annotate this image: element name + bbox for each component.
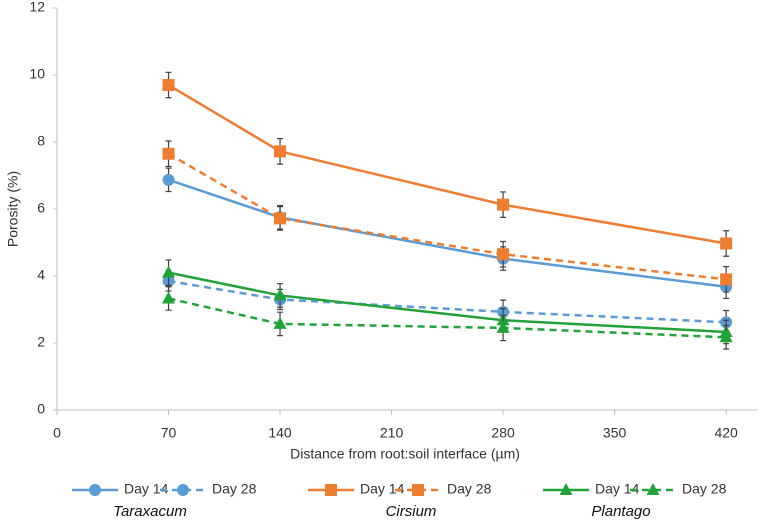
legend-label: Day 14: [360, 481, 405, 497]
series-line: [167, 83, 727, 245]
x-tick-label: 70: [161, 425, 177, 441]
marker: [162, 147, 175, 160]
y-tick-label: 8: [37, 133, 45, 149]
y-tick-label: 6: [37, 200, 45, 216]
legend-marker: [646, 483, 660, 495]
legend-marker: [559, 483, 573, 495]
legend-group: Taraxacum: [113, 503, 187, 520]
series-line: [168, 178, 727, 288]
legend-marker: [412, 484, 424, 496]
marker: [162, 173, 175, 186]
legend-label: Day 14: [124, 481, 169, 497]
x-tick-label: 0: [53, 425, 61, 441]
legend-marker: [177, 484, 189, 496]
legend-group: Plantago: [591, 503, 650, 520]
x-tick-label: 140: [268, 425, 292, 441]
y-axis-title: Porosity (%): [5, 171, 21, 247]
x-tick-label: 280: [491, 425, 515, 441]
legend-marker: [325, 484, 337, 496]
y-tick-label: 2: [37, 334, 45, 350]
y-tick-label: 10: [29, 66, 45, 82]
marker: [162, 291, 176, 304]
marker: [497, 248, 510, 261]
y-tick-label: 12: [29, 0, 45, 15]
legend-label: Day 14: [595, 481, 640, 497]
marker: [720, 273, 733, 286]
marker: [273, 316, 287, 329]
marker: [273, 288, 287, 301]
legend-group: Cirsium: [386, 503, 437, 520]
x-axis-title: Distance from root:soil interface (µm): [290, 446, 520, 462]
series-line: [168, 297, 727, 339]
legend-label: Day 28: [212, 481, 257, 497]
legend-label: Day 28: [447, 481, 492, 497]
marker: [162, 265, 176, 278]
marker: [274, 145, 287, 158]
marker: [719, 330, 733, 343]
x-tick-label: 350: [603, 425, 627, 441]
marker: [720, 237, 733, 250]
marker: [497, 198, 510, 211]
marker: [496, 320, 510, 333]
legend-marker: [89, 484, 101, 496]
x-tick-label: 420: [714, 425, 738, 441]
marker: [274, 212, 287, 225]
series-line: [168, 271, 727, 334]
x-tick-label: 210: [380, 425, 404, 441]
y-tick-label: 0: [37, 401, 45, 417]
marker: [162, 79, 175, 92]
series-line: [167, 152, 727, 281]
series-line: [168, 279, 727, 324]
y-tick-label: 4: [37, 267, 45, 283]
legend-label: Day 28: [682, 481, 727, 497]
